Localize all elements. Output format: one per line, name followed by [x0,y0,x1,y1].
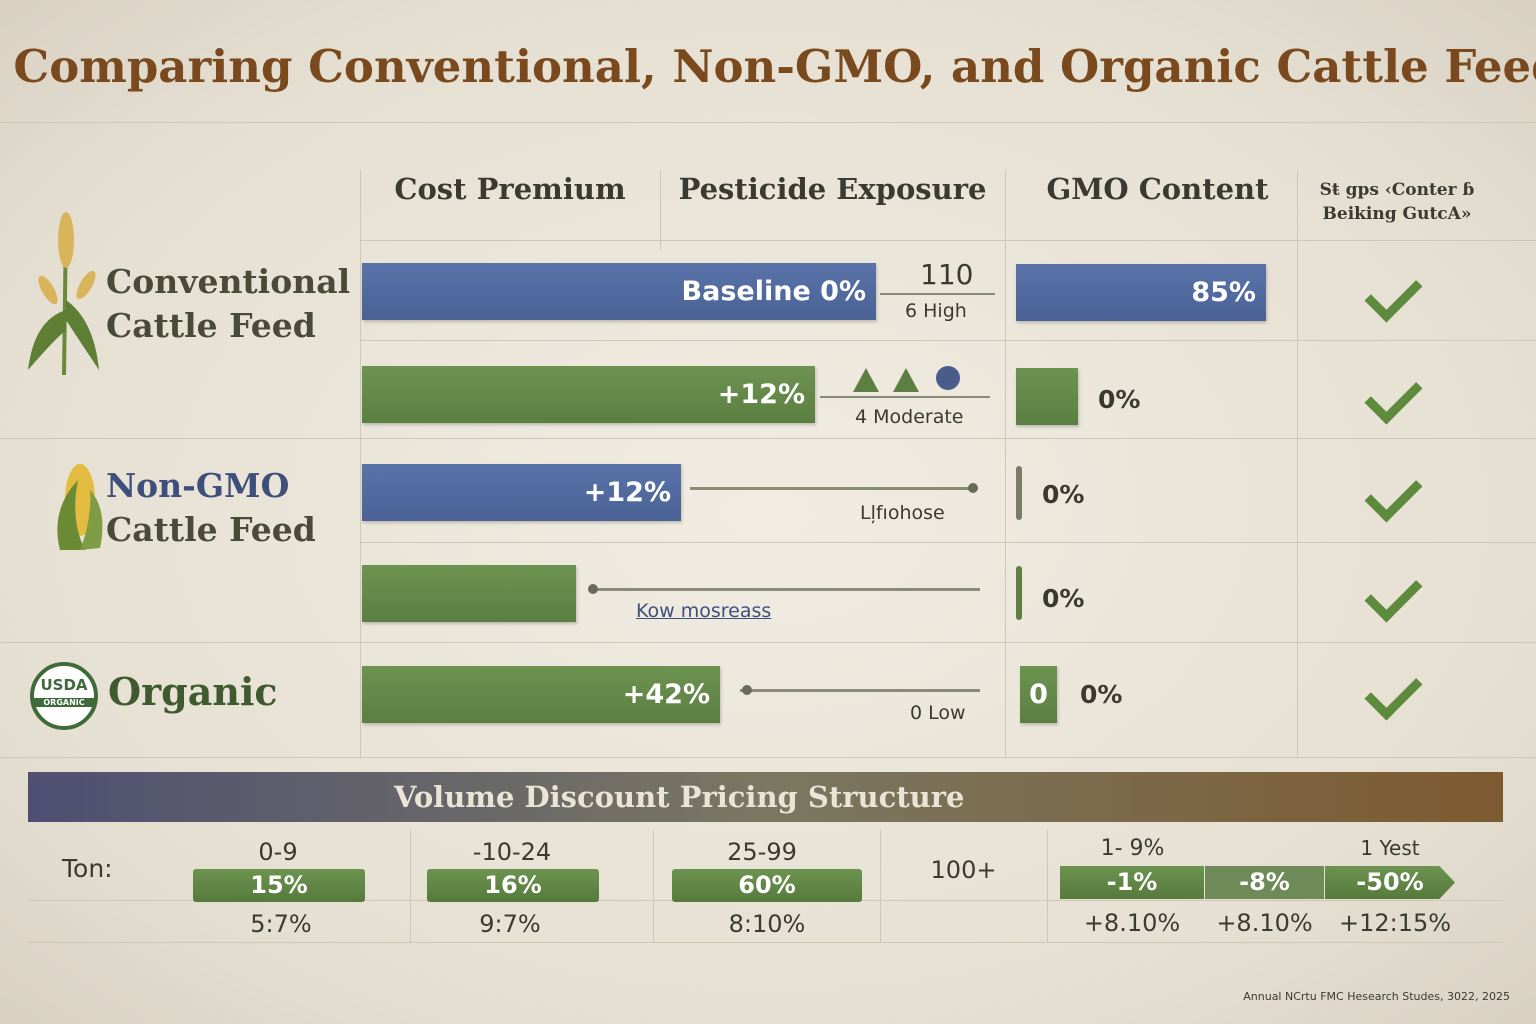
slider-knob [588,584,598,594]
group-label: Conventional Cattle Feed [106,260,350,348]
title: Comparing Conventional, Non-GMO, and Org… [13,40,1536,93]
slider [880,293,995,295]
group-line: Non-GMO [106,466,290,505]
check [1364,264,1423,323]
grid-line [360,340,1536,341]
tier-sub: 8:10% [728,910,806,938]
cost-bar: +12% [362,366,815,423]
group-label: Organic [108,669,278,714]
check [1364,662,1423,721]
check [1364,464,1423,523]
slider [820,396,990,398]
slider [690,487,975,490]
gmo-value: 0% [1042,480,1085,509]
column-header: Sŧ gps ‹Conter ɓ Beiking GutcA» [1297,178,1497,226]
cost-bar: +42% [362,666,720,723]
gmo-bar [1016,566,1022,620]
cost-bar [362,565,576,622]
grid-line [360,240,1536,241]
tier-range: 0-9 [258,838,298,866]
grid-line [28,942,1503,943]
group-label: Non-GMO Cattle Feed [106,464,316,552]
grid-line [410,830,411,942]
right-head: 1- 9% [1100,836,1165,861]
grid-line [360,170,361,758]
grid-line [0,438,1536,439]
right-head: 1 Yest [1360,836,1420,860]
tier-badge: 16% [427,869,599,902]
group-line: Cattle Feed [106,510,316,549]
pesticide-value: 110 [920,258,974,291]
check [1364,366,1423,425]
slider-knob [968,483,978,493]
gmo-bar: 85% [1016,264,1266,321]
arrow-segment: -8% [1205,866,1324,899]
header-line: Sŧ gps ‹Conter ɓ [1319,180,1475,200]
tree-icons [853,366,960,392]
column-header: Pesticide Exposure [678,172,987,206]
arrow-sub: +12:15% [1338,909,1452,937]
pesticide-label: 4 Moderate [855,406,964,428]
corn-icon [57,464,103,550]
gmo-badge: 0 [1020,666,1057,723]
grid-line [1005,170,1006,758]
cost-bar: Baseline 0% [362,263,876,320]
arrow-segment: -50% [1325,866,1455,899]
tier-range: 25-99 [727,838,797,866]
arrow-segment: -1% [1060,866,1204,899]
tier-sub: 5:7% [250,910,312,938]
grid-line [1297,170,1298,758]
arrow-sub: +8.10% [1083,909,1181,937]
tier-sub: 9:7% [479,910,541,938]
gmo-value: 0% [1098,385,1141,414]
tier-range: 100+ [930,856,997,884]
column-header: GMO Content [1046,172,1269,206]
group-line: Conventional [106,262,351,301]
gmo-value: 0% [1042,584,1085,613]
grid-line [0,642,1536,643]
usda-logo: USDA ORGANIC [30,662,98,730]
slider [590,588,980,591]
wheat-icon [28,212,99,376]
source-note: Annual NCrtu FMC Hesearch Studes, 3022, … [1243,990,1510,1003]
pesticide-label: 0 Low [910,702,966,724]
section-banner: Volume Discount Pricing Structure [28,772,1503,822]
pesticide-label: Lļfıohose [860,502,945,524]
gmo-bar [1016,466,1022,520]
grid-line [880,830,881,942]
grid-line [360,542,1536,543]
pesticide-label: 6 High [905,300,967,322]
column-header: Cost Premium [394,172,626,206]
pesticide-label: Kow mosreass [636,600,772,622]
group-line: Cattle Feed [106,306,316,345]
grid-line [660,170,661,250]
divider [0,122,1536,123]
grid-line [653,830,654,942]
tier-range: -10-24 [472,838,552,866]
check [1364,564,1423,623]
slider [740,689,980,692]
grid-line [0,757,1536,758]
header-line: Beiking GutcA» [1322,204,1472,224]
gmo-bar [1016,368,1078,425]
tier-badge: 15% [193,869,365,902]
logo-text: ORGANIC [34,698,94,707]
arrow-sub: +8.10% [1216,909,1313,937]
slider-knob [742,685,752,695]
unit-label: Ton: [62,854,113,883]
logo-text: USDA [40,676,88,694]
grid-line [1047,830,1048,942]
cost-bar: +12% [362,464,681,521]
gmo-value: 0% [1080,680,1123,709]
tier-badge: 60% [672,869,862,902]
